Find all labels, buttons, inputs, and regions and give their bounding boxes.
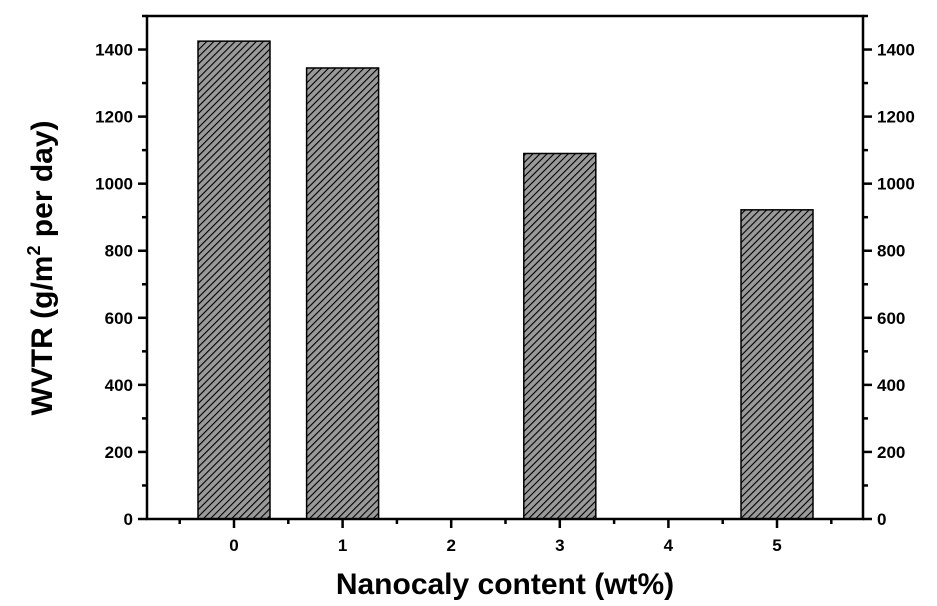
plot-frame <box>145 14 865 521</box>
y-tick-labels-right: 0 200 400 600 800 1000 1200 1400 <box>877 41 915 529</box>
y-tick-labels-left: 0 200 400 600 800 1000 1200 1400 <box>95 41 133 529</box>
x-tick-label-0: 0 <box>229 536 238 555</box>
y-tick-label-left: 200 <box>105 443 133 462</box>
y-tick-label-right: 800 <box>877 242 905 261</box>
y-tick-label-left: 1400 <box>95 41 133 60</box>
x-tick-label-4: 4 <box>664 536 674 555</box>
bar-5 <box>740 209 814 520</box>
x-tick-labels: 0 1 2 3 4 5 <box>229 536 781 555</box>
y-tick-label-left: 1000 <box>95 175 133 194</box>
x-tick-label-5: 5 <box>772 536 781 555</box>
bar-1 <box>305 67 380 520</box>
bar-3 <box>523 152 597 520</box>
y-tick-label-left: 800 <box>105 242 133 261</box>
y-tick-label-right: 1400 <box>877 41 915 60</box>
y-tick-label-left: 0 <box>124 510 133 529</box>
y-tick-label-right: 1000 <box>877 175 915 194</box>
y-axis-title-superscript: 2 <box>24 246 44 256</box>
y-tick-label-right: 200 <box>877 443 905 462</box>
y-tick-label-left: 400 <box>105 376 133 395</box>
y-axis-title-tail: per day) <box>26 120 59 245</box>
y-axis-title-main: WVTR (g/m <box>26 256 59 416</box>
y-tick-label-left: 600 <box>105 309 133 328</box>
y-tick-label-right: 400 <box>877 376 905 395</box>
y-tick-label-right: 1200 <box>877 108 915 127</box>
x-axis-title: Nanocaly content (wt%) <box>336 568 674 601</box>
y-tick-label-right: 0 <box>877 510 886 529</box>
y-tick-label-left: 1200 <box>95 108 133 127</box>
x-tick-label-3: 3 <box>555 536 564 555</box>
bars-group <box>197 40 814 520</box>
y-axis-title: WVTR (g/m2 per day) <box>24 120 59 415</box>
x-tick-label-2: 2 <box>446 536 455 555</box>
bar-0 <box>197 40 271 520</box>
y-tick-label-right: 600 <box>877 309 905 328</box>
x-tick-label-1: 1 <box>338 536 347 555</box>
